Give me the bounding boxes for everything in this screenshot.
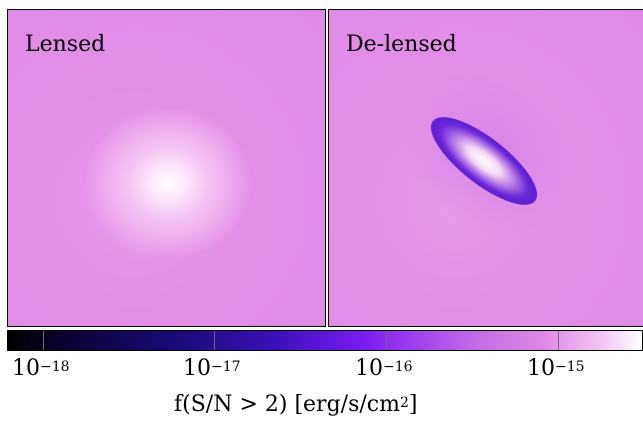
delensed-panel: De-lensed (328, 9, 643, 327)
colorbar-tick (43, 331, 44, 350)
colorbar-tick (558, 331, 559, 350)
colorbar-tick (214, 331, 215, 350)
colorbar-tick-label: 10−15 (527, 356, 585, 381)
lensed-panel: Lensed (7, 9, 326, 327)
colorbar-tick (386, 331, 387, 350)
colorbar-tick-label: 10−16 (355, 356, 413, 381)
colorbar-tick-label: 10−18 (12, 356, 70, 381)
lensed-galaxy-glow (86, 108, 251, 258)
colorbar-tick-label: 10−17 (183, 356, 241, 381)
colorbar-label: f(S/N > 2) [erg/s/cm2] (174, 392, 418, 417)
lensed-panel-title: Lensed (25, 32, 106, 57)
colorbar (7, 330, 643, 351)
delensed-panel-title: De-lensed (346, 32, 457, 57)
